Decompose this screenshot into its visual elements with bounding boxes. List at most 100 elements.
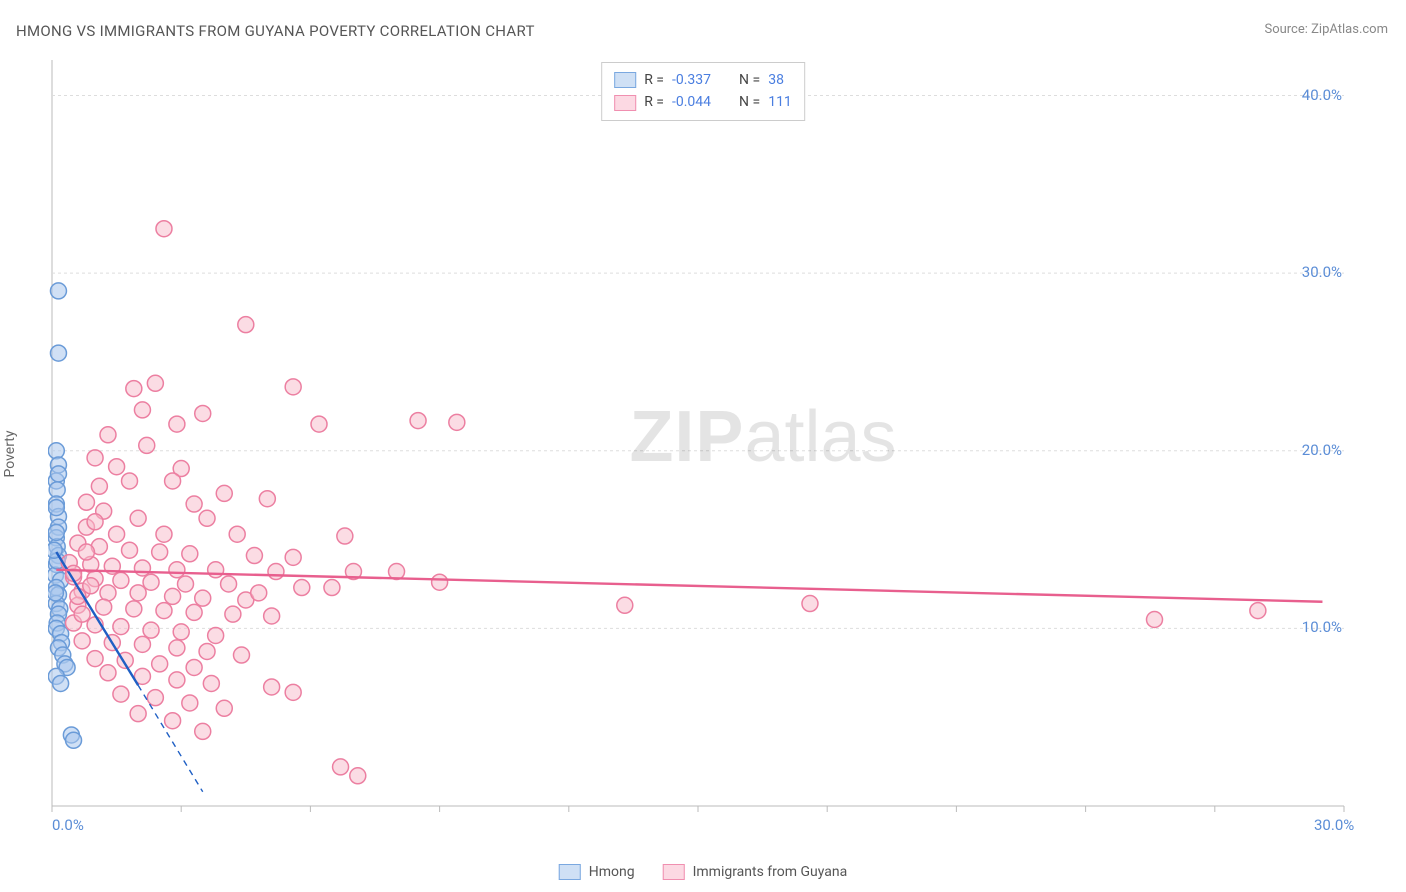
data-point bbox=[333, 759, 349, 775]
source-label: Source: bbox=[1264, 22, 1311, 37]
data-point bbox=[143, 574, 159, 590]
legend-r-value: -0.044 bbox=[672, 91, 711, 113]
legend-n-label: N = bbox=[739, 91, 760, 113]
data-point bbox=[147, 690, 163, 706]
data-point bbox=[251, 585, 267, 601]
data-point bbox=[285, 549, 301, 565]
source-name: ZipAtlas.com bbox=[1311, 22, 1388, 37]
data-point bbox=[83, 578, 99, 594]
data-point bbox=[264, 608, 280, 624]
legend-swatch bbox=[663, 864, 685, 880]
data-point bbox=[229, 526, 245, 542]
data-point bbox=[169, 672, 185, 688]
data-point bbox=[66, 732, 82, 748]
data-point bbox=[113, 619, 129, 635]
data-point bbox=[203, 675, 219, 691]
data-point bbox=[109, 459, 125, 475]
data-point bbox=[53, 675, 69, 691]
correlation-legend: R = -0.337N = 38R = -0.044N = 111 bbox=[601, 62, 805, 121]
data-point bbox=[74, 633, 90, 649]
data-point bbox=[410, 413, 426, 429]
y-tick-label: 10.0% bbox=[1302, 618, 1342, 636]
data-point bbox=[156, 526, 172, 542]
data-point bbox=[1250, 603, 1266, 619]
data-point bbox=[134, 636, 150, 652]
data-point bbox=[126, 381, 142, 397]
legend-n-label: N = bbox=[739, 69, 760, 91]
data-point bbox=[285, 379, 301, 395]
legend-row: R = -0.337N = 38 bbox=[614, 69, 792, 91]
data-point bbox=[50, 283, 66, 299]
data-point bbox=[294, 580, 310, 596]
legend-r-value: -0.337 bbox=[672, 69, 711, 91]
data-point bbox=[350, 768, 366, 784]
data-point bbox=[246, 548, 262, 564]
x-tick-label: 30.0% bbox=[1314, 816, 1354, 834]
legend-swatch bbox=[614, 95, 636, 111]
data-point bbox=[195, 405, 211, 421]
legend-r-label: R = bbox=[644, 69, 664, 91]
data-point bbox=[221, 576, 237, 592]
data-point bbox=[169, 562, 185, 578]
data-point bbox=[91, 478, 107, 494]
data-point bbox=[259, 491, 275, 507]
data-point bbox=[802, 596, 818, 612]
data-point bbox=[152, 544, 168, 560]
data-point bbox=[130, 585, 146, 601]
data-point bbox=[208, 562, 224, 578]
scatter-plot bbox=[48, 56, 1348, 834]
legend-swatch bbox=[614, 72, 636, 88]
data-point bbox=[165, 588, 181, 604]
data-point bbox=[199, 510, 215, 526]
data-point bbox=[238, 317, 254, 333]
data-point bbox=[617, 597, 633, 613]
data-point bbox=[449, 414, 465, 430]
data-point bbox=[87, 450, 103, 466]
data-point bbox=[50, 466, 66, 482]
x-tick-label: 0.0% bbox=[52, 816, 84, 834]
legend-row: R = -0.044N = 111 bbox=[614, 91, 792, 113]
data-point bbox=[165, 473, 181, 489]
data-point bbox=[178, 576, 194, 592]
data-point bbox=[113, 572, 129, 588]
data-point bbox=[143, 622, 159, 638]
data-point bbox=[48, 585, 63, 601]
data-point bbox=[156, 603, 172, 619]
data-point bbox=[173, 624, 189, 640]
data-point bbox=[195, 723, 211, 739]
data-point bbox=[122, 473, 138, 489]
data-point bbox=[147, 375, 163, 391]
data-point bbox=[48, 443, 64, 459]
y-tick-label: 30.0% bbox=[1302, 263, 1342, 281]
data-point bbox=[225, 606, 241, 622]
data-point bbox=[130, 706, 146, 722]
y-tick-label: 40.0% bbox=[1302, 86, 1342, 104]
chart-area: ZIPatlas 10.0%20.0%30.0%40.0%0.0%30.0% bbox=[48, 56, 1348, 834]
data-point bbox=[78, 544, 94, 560]
data-point bbox=[199, 643, 215, 659]
data-point bbox=[130, 510, 146, 526]
data-point bbox=[216, 700, 232, 716]
data-point bbox=[134, 560, 150, 576]
data-point bbox=[100, 427, 116, 443]
data-point bbox=[113, 686, 129, 702]
data-point bbox=[337, 528, 353, 544]
data-point bbox=[134, 402, 150, 418]
data-point bbox=[48, 524, 64, 540]
data-point bbox=[186, 496, 202, 512]
data-point bbox=[432, 574, 448, 590]
data-point bbox=[324, 580, 340, 596]
data-point bbox=[169, 416, 185, 432]
data-point bbox=[87, 514, 103, 530]
data-point bbox=[264, 679, 280, 695]
data-point bbox=[74, 606, 90, 622]
data-point bbox=[285, 684, 301, 700]
data-point bbox=[186, 659, 202, 675]
data-point bbox=[182, 546, 198, 562]
data-point bbox=[216, 485, 232, 501]
data-point bbox=[100, 665, 116, 681]
series-legend: HmongImmigrants from Guyana bbox=[559, 864, 848, 880]
data-point bbox=[48, 500, 64, 516]
data-point bbox=[311, 416, 327, 432]
legend-label: Hmong bbox=[589, 864, 635, 880]
